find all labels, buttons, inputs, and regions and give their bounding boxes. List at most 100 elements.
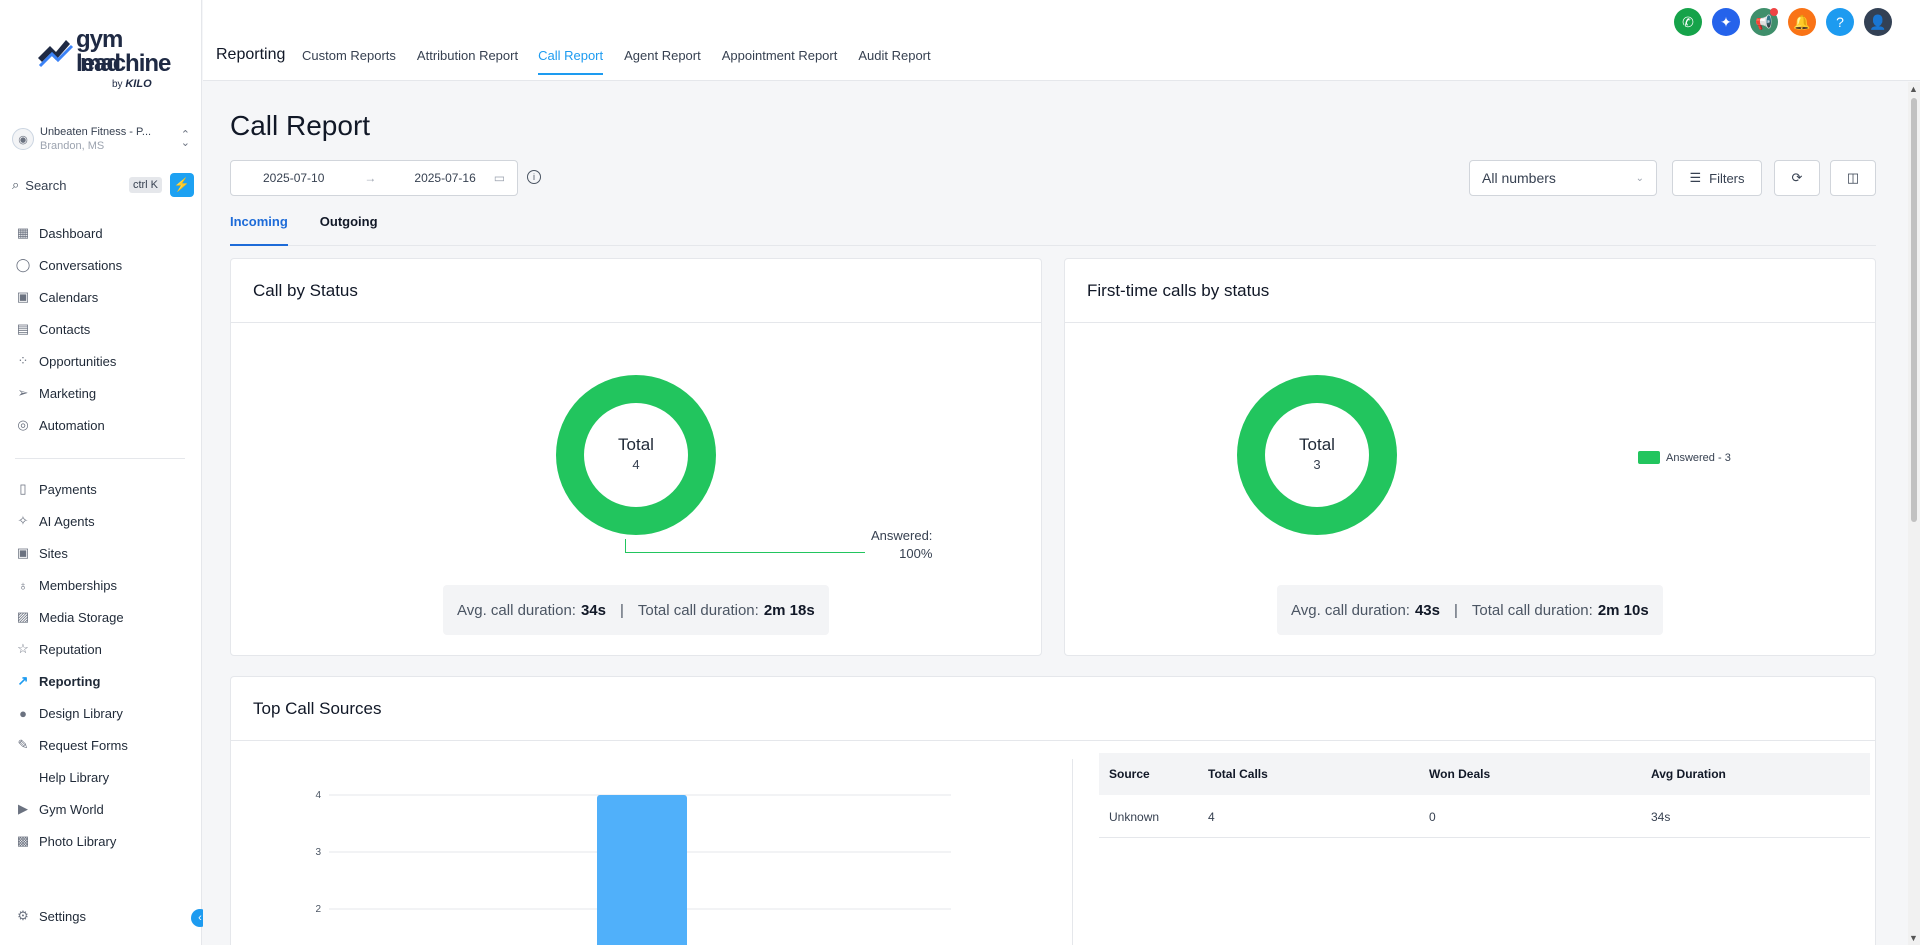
ai-sparkle-icon[interactable]: ✦ bbox=[1712, 8, 1740, 36]
duration-summary: Avg. call duration: 34s | Total call dur… bbox=[443, 585, 829, 635]
column-header[interactable]: Total Calls bbox=[1208, 767, 1268, 781]
help-icon[interactable]: ? bbox=[1826, 8, 1854, 36]
sidebar-item-opportunities[interactable]: ⁘ Opportunities bbox=[0, 345, 202, 377]
gear-icon: ⚙ bbox=[17, 908, 29, 923]
sidebar-item-label: Dashboard bbox=[39, 225, 103, 241]
total-duration-value: 2m 18s bbox=[763, 601, 815, 619]
tab-appointment-report[interactable]: Appointment Report bbox=[721, 48, 838, 63]
sidebar-item-help-library[interactable]: Help Library bbox=[0, 761, 202, 793]
megaphone-icon[interactable]: 📢 bbox=[1750, 8, 1778, 36]
refresh-button[interactable]: ⟳ bbox=[1774, 160, 1820, 196]
info-icon[interactable]: i bbox=[527, 170, 541, 184]
sidebar-item-media-storage[interactable]: ▨ Media Storage bbox=[0, 601, 202, 633]
sidebar-item-reporting[interactable]: ↗ Reporting bbox=[0, 665, 202, 697]
tab-custom-reports[interactable]: Custom Reports bbox=[302, 48, 396, 63]
tab-audit-report[interactable]: Audit Report bbox=[858, 48, 931, 63]
notification-dot bbox=[1770, 8, 1778, 16]
scroll-up-icon[interactable]: ▲ bbox=[1909, 84, 1918, 94]
brand-line1: gym lead bbox=[76, 26, 123, 77]
sidebar-item-request-forms[interactable]: ✎ Request Forms bbox=[0, 729, 202, 761]
search-bar[interactable]: ⌕ Search ctrl K ⚡ bbox=[12, 172, 194, 198]
account-location: Brandon, MS bbox=[40, 140, 105, 152]
sidebar-item-conversations[interactable]: ◯ Conversations bbox=[0, 249, 202, 281]
avatar-icon[interactable]: 👤 bbox=[1864, 8, 1892, 36]
table-divider bbox=[1072, 759, 1073, 945]
scroll-down-icon[interactable]: ▼ bbox=[1909, 933, 1918, 943]
phone-icon[interactable]: ✆ bbox=[1674, 8, 1702, 36]
sidebar-item-payments[interactable]: ▯ Payments bbox=[0, 473, 202, 505]
tab-attribution-report[interactable]: Attribution Report bbox=[416, 48, 519, 63]
table-header: Source Total Calls Won Deals Avg Duration bbox=[1099, 753, 1870, 795]
account-name: Unbeaten Fitness - P... bbox=[40, 126, 152, 138]
scrollbar-thumb[interactable] bbox=[1911, 98, 1917, 522]
answered-label: Answered: 100% bbox=[871, 527, 932, 563]
column-header[interactable]: Source bbox=[1109, 767, 1150, 781]
table-row[interactable]: Unknown 4 0 34s bbox=[1099, 796, 1870, 838]
y-tick-label: 2 bbox=[315, 904, 321, 915]
tab-agent-report[interactable]: Agent Report bbox=[624, 48, 701, 63]
sidebar-item-label: Sites bbox=[39, 545, 68, 561]
location-icon: ◉ bbox=[12, 128, 34, 150]
brand-logo[interactable]: gym lead machine by KILO bbox=[32, 26, 171, 92]
donut-total-label: Total bbox=[618, 435, 654, 454]
tab-call-report[interactable]: Call Report bbox=[538, 48, 604, 75]
top-call-sources-card: Top Call Sources 2 3 4 Source Total Calls Wo… bbox=[230, 676, 1876, 945]
brand-by: by KILO bbox=[112, 78, 152, 90]
calendar-icon: ▣ bbox=[16, 289, 30, 304]
sidebar-item-dashboard[interactable]: ▦ Dashboard bbox=[0, 217, 202, 249]
duration-summary: Avg. call duration: 43s | Total call dur… bbox=[1277, 585, 1663, 635]
wrench-icon: ✎ bbox=[17, 737, 29, 752]
sidebar-item-label: Request Forms bbox=[39, 737, 128, 753]
direction-tabs: Incoming Outgoing bbox=[230, 214, 1876, 246]
star-icon: ☆ bbox=[17, 641, 29, 656]
sidebar-item-label: Automation bbox=[39, 417, 105, 433]
sidebar-item-label: Opportunities bbox=[39, 353, 117, 369]
card-title: Top Call Sources bbox=[231, 677, 1875, 741]
sidebar-item-reputation[interactable]: ☆ Reputation bbox=[0, 633, 202, 665]
top-icons: ✆ ✦ 📢 🔔? 👤 bbox=[1664, 8, 1892, 36]
numbers-select[interactable]: All numbers ⌄ bbox=[1469, 160, 1657, 196]
legend-label: Answered - 3 bbox=[1666, 451, 1731, 464]
column-header[interactable]: Won Deals bbox=[1429, 767, 1491, 781]
opportunities-icon: ⁘ bbox=[17, 353, 29, 368]
page-scrollbar[interactable]: ▲ ▼ bbox=[1908, 82, 1920, 945]
sidebar-item-ai-agents[interactable]: ✧ AI Agents bbox=[0, 505, 202, 537]
numbers-select-value: All numbers bbox=[1482, 170, 1556, 186]
date-end: 2025-07-16 bbox=[414, 171, 476, 185]
top-bar: Reporting Custom Reports Attribution Repo… bbox=[203, 0, 1920, 81]
y-tick-label: 4 bbox=[315, 790, 321, 801]
bar-unknown[interactable] bbox=[597, 795, 687, 945]
chart-legend[interactable]: Answered - 3 bbox=[1638, 451, 1731, 464]
sidebar-item-gym-world[interactable]: ▶ Gym World bbox=[0, 793, 202, 825]
filters-button[interactable]: ☰ Filters bbox=[1672, 160, 1762, 196]
sidebar-item-photo-library[interactable]: ▩ Photo Library bbox=[0, 825, 202, 857]
megaphone-icon-glyph: 📢 bbox=[1755, 13, 1773, 30]
report-tabs: Custom Reports Attribution Report Call Rep… bbox=[302, 48, 952, 75]
sidebar-item-label: Calendars bbox=[39, 289, 99, 305]
sidebar-item-design-library[interactable]: ● Design Library bbox=[0, 697, 202, 729]
call-sources-bar-chart: 2 3 4 bbox=[315, 790, 951, 945]
sidebar-item-automation[interactable]: ◎ Automation bbox=[0, 409, 202, 441]
sidebar-item-marketing[interactable]: ➢ Marketing bbox=[0, 377, 202, 409]
sidebar-item-calendars[interactable]: ▣ Calendars bbox=[0, 281, 202, 313]
sidebar-item-settings[interactable]: ⚙ Settings bbox=[0, 900, 202, 932]
column-header[interactable]: Avg Duration bbox=[1651, 767, 1726, 781]
sidebar-item-sites[interactable]: ▣ Sites bbox=[0, 537, 202, 569]
bell-icon[interactable]: 🔔 bbox=[1788, 8, 1816, 36]
avatar-icon-glyph: 👤 bbox=[1869, 13, 1887, 30]
sidebar-item-label: Gym World bbox=[39, 801, 104, 817]
donut-total-value: 4 bbox=[632, 457, 640, 472]
layout-button[interactable]: ◫ bbox=[1830, 160, 1876, 196]
sidebar-item-label: Photo Library bbox=[39, 833, 117, 849]
subtab-outgoing[interactable]: Outgoing bbox=[319, 214, 378, 229]
subtab-incoming[interactable]: Incoming bbox=[230, 214, 288, 246]
sidebar-item-contacts[interactable]: ▤ Contacts bbox=[0, 313, 202, 345]
quick-action-button[interactable]: ⚡ bbox=[170, 173, 194, 197]
date-range-picker[interactable]: 2025-07-10 → 2025-07-16 ▭ bbox=[230, 160, 518, 196]
avg-duration-value: 43s bbox=[1414, 601, 1440, 619]
table-cell: 4 bbox=[1208, 809, 1215, 824]
account-switcher[interactable]: ◉ Unbeaten Fitness - P... Brandon, MS ⌃ ⌄ bbox=[12, 122, 190, 156]
sidebar-item-memberships[interactable]: ♁ Memberships bbox=[0, 569, 202, 601]
sidebar-item-label: Contacts bbox=[39, 321, 91, 337]
page-title: Call Report bbox=[230, 110, 371, 141]
